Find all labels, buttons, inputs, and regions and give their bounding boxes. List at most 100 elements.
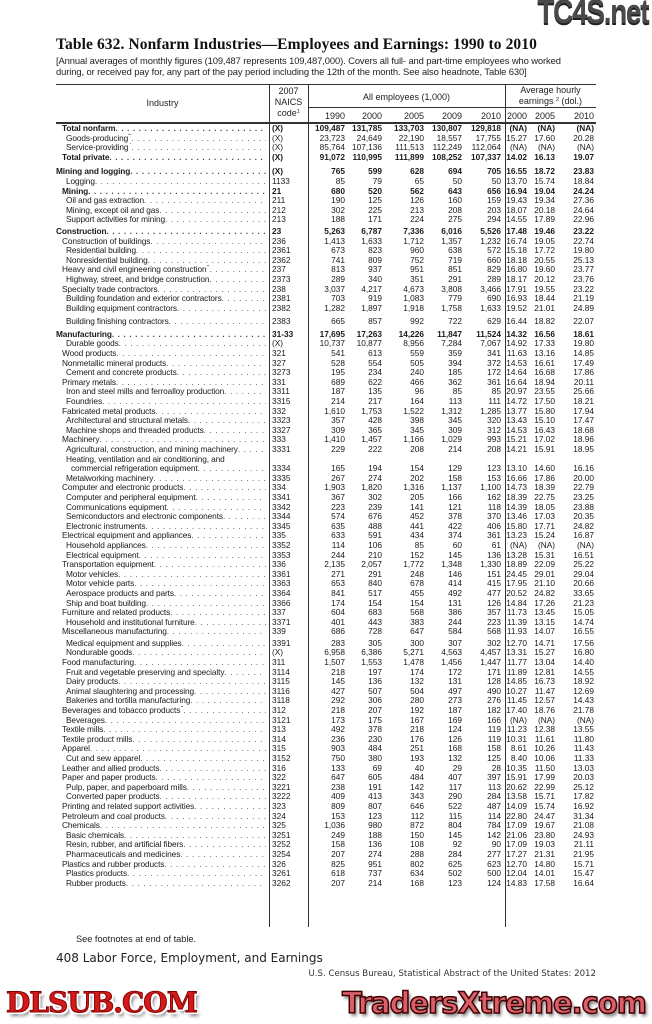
- employees-value: 980: [368, 820, 382, 831]
- earnings-value: 21.01: [534, 302, 555, 313]
- employees-value: 294: [487, 214, 501, 225]
- table-row: Motor vehicle parts 3363 653 840 678 414 415 17…: [0, 579, 652, 589]
- industry-label-cell: Textile product mills: [56, 735, 266, 745]
- earnings-value: 10.31: [506, 733, 527, 744]
- industry-label: Beverages: [66, 715, 105, 725]
- employees-value: 407: [448, 772, 462, 783]
- table-row: Furniture and related products 337 604 683 5…: [0, 607, 652, 618]
- earnings-value: 18.92: [573, 676, 594, 687]
- employees-value: 960: [410, 245, 424, 256]
- earnings-value: 14.53: [506, 357, 527, 368]
- dot-leader: [118, 570, 266, 580]
- naics-code: 3115: [272, 676, 290, 687]
- earnings-value: 13.28: [506, 549, 527, 560]
- industry-label-cell: Total nonfarm: [56, 124, 266, 134]
- employees-value: 283: [331, 637, 345, 648]
- employees-value: 1,610: [324, 405, 345, 416]
- employees-value: 443: [368, 616, 382, 627]
- employees-value: 851: [448, 264, 462, 275]
- industry-label: Durable goods: [66, 339, 119, 349]
- earnings-value: 19.52: [506, 302, 527, 313]
- earnings-value: 25.13: [573, 254, 594, 265]
- employees-value: 119: [487, 733, 501, 744]
- employees-value: 492: [331, 724, 345, 735]
- industry-label: Logging: [66, 176, 95, 186]
- employees-value: 96: [414, 386, 424, 397]
- naics-code: 3221: [272, 781, 291, 792]
- employees-value: 129,818: [471, 123, 501, 133]
- employees-value: 628: [410, 166, 424, 177]
- dot-leader: [209, 275, 266, 285]
- earnings-value: 23.80: [534, 829, 555, 840]
- employees-value: 903: [331, 743, 345, 754]
- employees-value: 386: [448, 607, 462, 618]
- employees-value: 779: [448, 293, 462, 304]
- earnings-value: 18.39: [534, 482, 555, 493]
- industry-label: Nonresidential building: [66, 255, 148, 265]
- employees-value: 107,136: [352, 142, 382, 153]
- employees-value: 422: [448, 520, 462, 531]
- employees-value: 17,263: [356, 328, 382, 339]
- earnings-value: 14.92: [506, 338, 527, 349]
- employees-value: 158: [331, 839, 345, 850]
- employees-value: 164: [410, 396, 424, 407]
- employees-value: 302: [487, 637, 501, 648]
- industry-label: Resin, rubber, and artificial fibers: [66, 840, 184, 850]
- employees-value: 305: [368, 637, 382, 648]
- dot-leader: [106, 227, 266, 237]
- earnings-value: 11.63: [506, 348, 527, 359]
- earnings-value: 15.91: [506, 772, 527, 783]
- table-title: Table 632. Nonfarm Industries—Employees …: [56, 36, 537, 53]
- earnings-value: 15.05: [573, 607, 594, 618]
- naics-code: 325: [272, 820, 286, 831]
- employees-value: 153: [487, 472, 501, 483]
- employees-value: 190: [331, 195, 345, 206]
- footnote-marker: 2: [555, 97, 560, 103]
- earnings-value: 13.23: [506, 530, 527, 541]
- employees-value: 109,487: [315, 123, 345, 133]
- table-row: Pulp, paper, and paperboard mills 3221 238…: [0, 781, 652, 793]
- employees-value: 133,703: [394, 123, 424, 133]
- employees-value: 1,478: [403, 657, 424, 668]
- earnings-value: 12.04: [506, 868, 527, 879]
- dot-leader: [222, 294, 266, 304]
- industry-label: Apparel: [62, 744, 90, 754]
- earnings-value: (NA): [576, 142, 594, 153]
- industry-label: Total nonfarm: [62, 124, 116, 133]
- headnote-line-1: [Annual averages of monthly figures (109…: [56, 55, 561, 66]
- industry-label-cell: Semiconductors and electronic components: [56, 512, 266, 522]
- watermark-logo-bottom: TradersXtreme.com: [341, 985, 647, 1021]
- earnings-value: 13.45: [534, 607, 555, 618]
- earnings-value: 16.51: [573, 549, 594, 560]
- naics-code: (X): [272, 132, 284, 143]
- table-row: Iron and steel mills and ferroalloy prod…: [0, 387, 652, 397]
- employees-value: 653: [331, 578, 345, 589]
- naics-code: 3114: [272, 666, 290, 677]
- employees-value: 584: [448, 626, 462, 637]
- employees-value: 823: [368, 245, 382, 256]
- earnings-value: 14.84: [506, 597, 527, 608]
- industry-label-cell: Chemicals: [56, 821, 266, 831]
- employees-value: 158: [448, 472, 462, 483]
- industry-label: Ship and boat building: [66, 598, 146, 608]
- employees-value: 10,877: [356, 338, 382, 349]
- employees-value: 307: [448, 637, 462, 648]
- employees-value: 841: [331, 587, 345, 598]
- employees-value: 1,348: [441, 559, 462, 570]
- industry-label-cell: Oil and gas extraction: [56, 196, 266, 206]
- employees-value: 208: [487, 444, 501, 454]
- industry-label: Transportation equipment: [62, 560, 154, 570]
- earnings-value: 17.09: [506, 839, 527, 850]
- naics-code: 314: [272, 733, 286, 744]
- industry-label: Nondurable goods: [66, 648, 133, 658]
- employees-value: 1,522: [403, 405, 424, 416]
- employees-value: 1,316: [403, 482, 424, 493]
- earnings-value: 15.10: [534, 415, 555, 426]
- earnings-value: 22.74: [573, 235, 594, 246]
- industry-label: Computer and electronic products: [62, 483, 184, 493]
- industry-label-cell: Motor vehicle parts: [56, 579, 266, 589]
- industry-label-cell: Rubber products: [56, 879, 266, 889]
- dot-leader: [131, 143, 266, 153]
- dot-leader: [238, 445, 266, 455]
